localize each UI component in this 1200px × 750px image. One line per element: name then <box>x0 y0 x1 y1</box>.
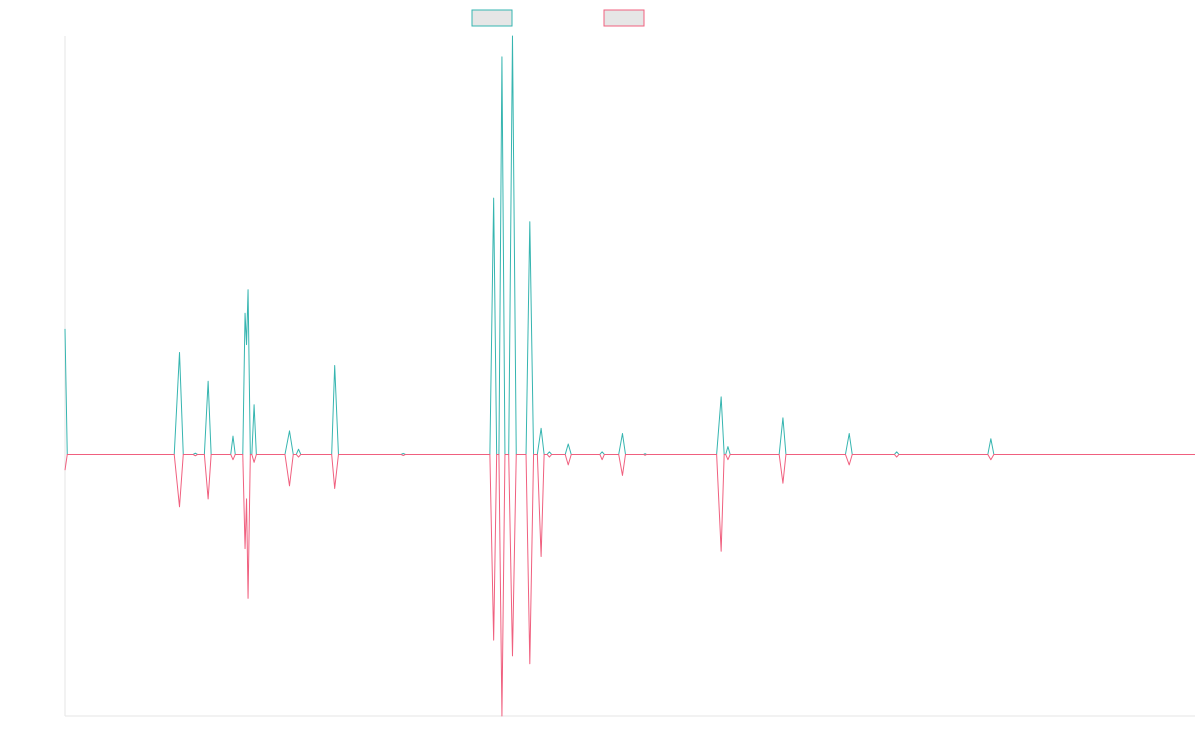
legend[interactable] <box>471 9 645 27</box>
series-line-1 <box>64 35 1195 455</box>
axes <box>64 36 1195 717</box>
legend-swatch-1[interactable] <box>471 9 513 27</box>
series-line-2 <box>64 453 1195 717</box>
series-layer <box>64 35 1195 717</box>
legend-swatch-2[interactable] <box>603 9 645 27</box>
